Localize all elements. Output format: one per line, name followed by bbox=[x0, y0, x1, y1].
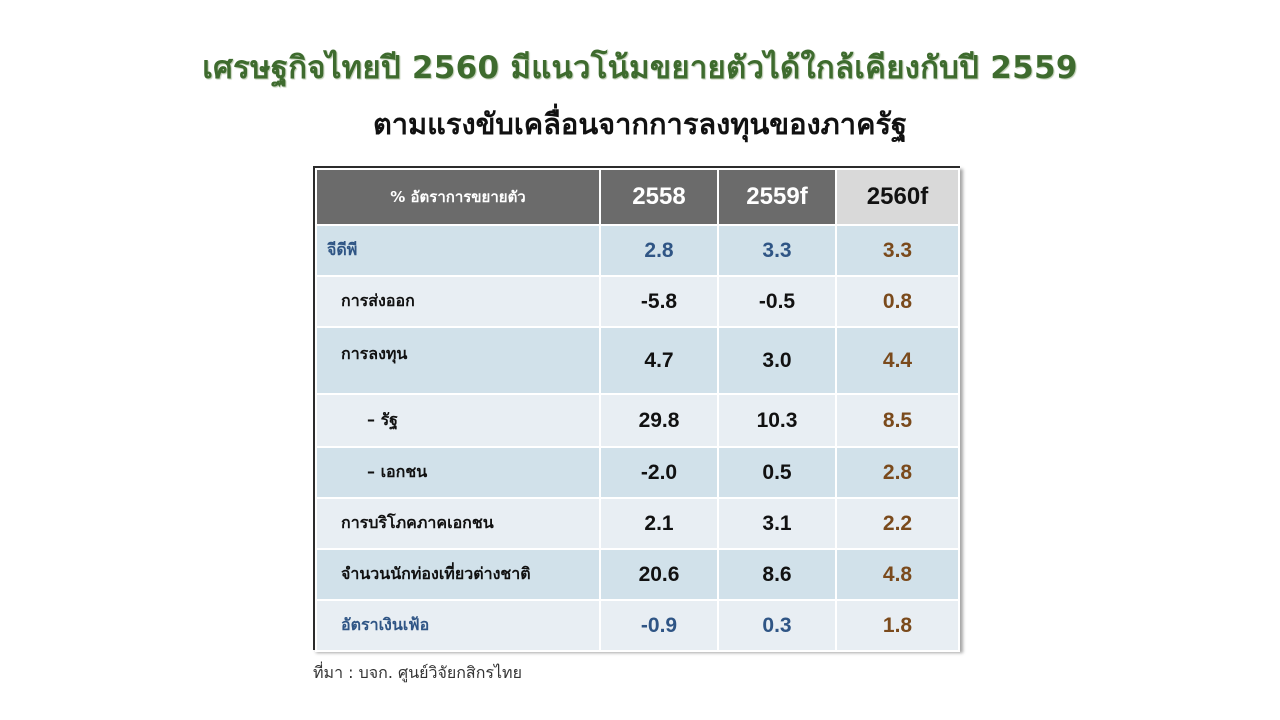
cell-value: 4.8 bbox=[835, 548, 960, 601]
row-label: การบริโภคภาคเอกชน bbox=[315, 497, 601, 550]
header-label: % อัตราการขยายตัว bbox=[315, 168, 601, 226]
cell-value: 4.7 bbox=[599, 326, 719, 395]
table-row: จำนวนนักท่องเที่ยวต่างชาติ 20.6 8.6 4.8 bbox=[315, 548, 960, 601]
cell-value: 2.8 bbox=[599, 224, 719, 277]
cell-value: 10.3 bbox=[717, 393, 837, 448]
cell-value: 2.8 bbox=[835, 446, 960, 499]
row-label: การลงทุน bbox=[315, 326, 601, 395]
table-row: การบริโภคภาคเอกชน 2.1 3.1 2.2 bbox=[315, 497, 960, 550]
growth-table: % อัตราการขยายตัว 2558 2559f 2560f จีดีพ… bbox=[313, 166, 960, 652]
row-label: – รัฐ bbox=[315, 393, 601, 448]
header-year-2560f: 2560f bbox=[835, 168, 960, 226]
cell-value: 0.3 bbox=[717, 599, 837, 652]
cell-value: 2.1 bbox=[599, 497, 719, 550]
cell-value: -5.8 bbox=[599, 275, 719, 328]
header-year-2558: 2558 bbox=[599, 168, 719, 226]
header-year-2559f: 2559f bbox=[717, 168, 837, 226]
table-row: การลงทุน 4.7 3.0 4.4 bbox=[315, 326, 960, 395]
cell-value: 0.5 bbox=[717, 446, 837, 499]
row-label: – เอกชน bbox=[315, 446, 601, 499]
row-label: การส่งออก bbox=[315, 275, 601, 328]
cell-value: -2.0 bbox=[599, 446, 719, 499]
row-label: จำนวนนักท่องเที่ยวต่างชาติ bbox=[315, 548, 601, 601]
table-header-row: % อัตราการขยายตัว 2558 2559f 2560f bbox=[315, 168, 960, 226]
table-row: อัตราเงินเฟ้อ -0.9 0.3 1.8 bbox=[315, 599, 960, 652]
slide-title: เศรษฐกิจไทยปี 2560 มีแนวโน้มขยายตัวได้ใก… bbox=[202, 50, 1078, 86]
row-label: จีดีพี bbox=[315, 224, 601, 277]
table-row: – เอกชน -2.0 0.5 2.8 bbox=[315, 446, 960, 499]
cell-value: -0.9 bbox=[599, 599, 719, 652]
cell-value: 4.4 bbox=[835, 326, 960, 395]
cell-value: 3.0 bbox=[717, 326, 837, 395]
cell-value: 8.6 bbox=[717, 548, 837, 601]
cell-value: 20.6 bbox=[599, 548, 719, 601]
row-label: อัตราเงินเฟ้อ bbox=[315, 599, 601, 652]
slide-subtitle: ตามแรงขับเคลื่อนจากการลงทุนของภาครัฐ bbox=[372, 107, 908, 141]
table-row: การส่งออก -5.8 -0.5 0.8 bbox=[315, 275, 960, 328]
cell-value: 3.3 bbox=[717, 224, 837, 277]
cell-value: 3.3 bbox=[835, 224, 960, 277]
table-row: – รัฐ 29.8 10.3 8.5 bbox=[315, 393, 960, 448]
source-note: ที่มา : บจก. ศูนย์วิจัยกสิกรไทย bbox=[313, 663, 522, 682]
cell-value: 1.8 bbox=[835, 599, 960, 652]
cell-value: 0.8 bbox=[835, 275, 960, 328]
cell-value: 29.8 bbox=[599, 393, 719, 448]
cell-value: 2.2 bbox=[835, 497, 960, 550]
cell-value: 8.5 bbox=[835, 393, 960, 448]
cell-value: -0.5 bbox=[717, 275, 837, 328]
table-row: จีดีพี 2.8 3.3 3.3 bbox=[315, 224, 960, 277]
cell-value: 3.1 bbox=[717, 497, 837, 550]
